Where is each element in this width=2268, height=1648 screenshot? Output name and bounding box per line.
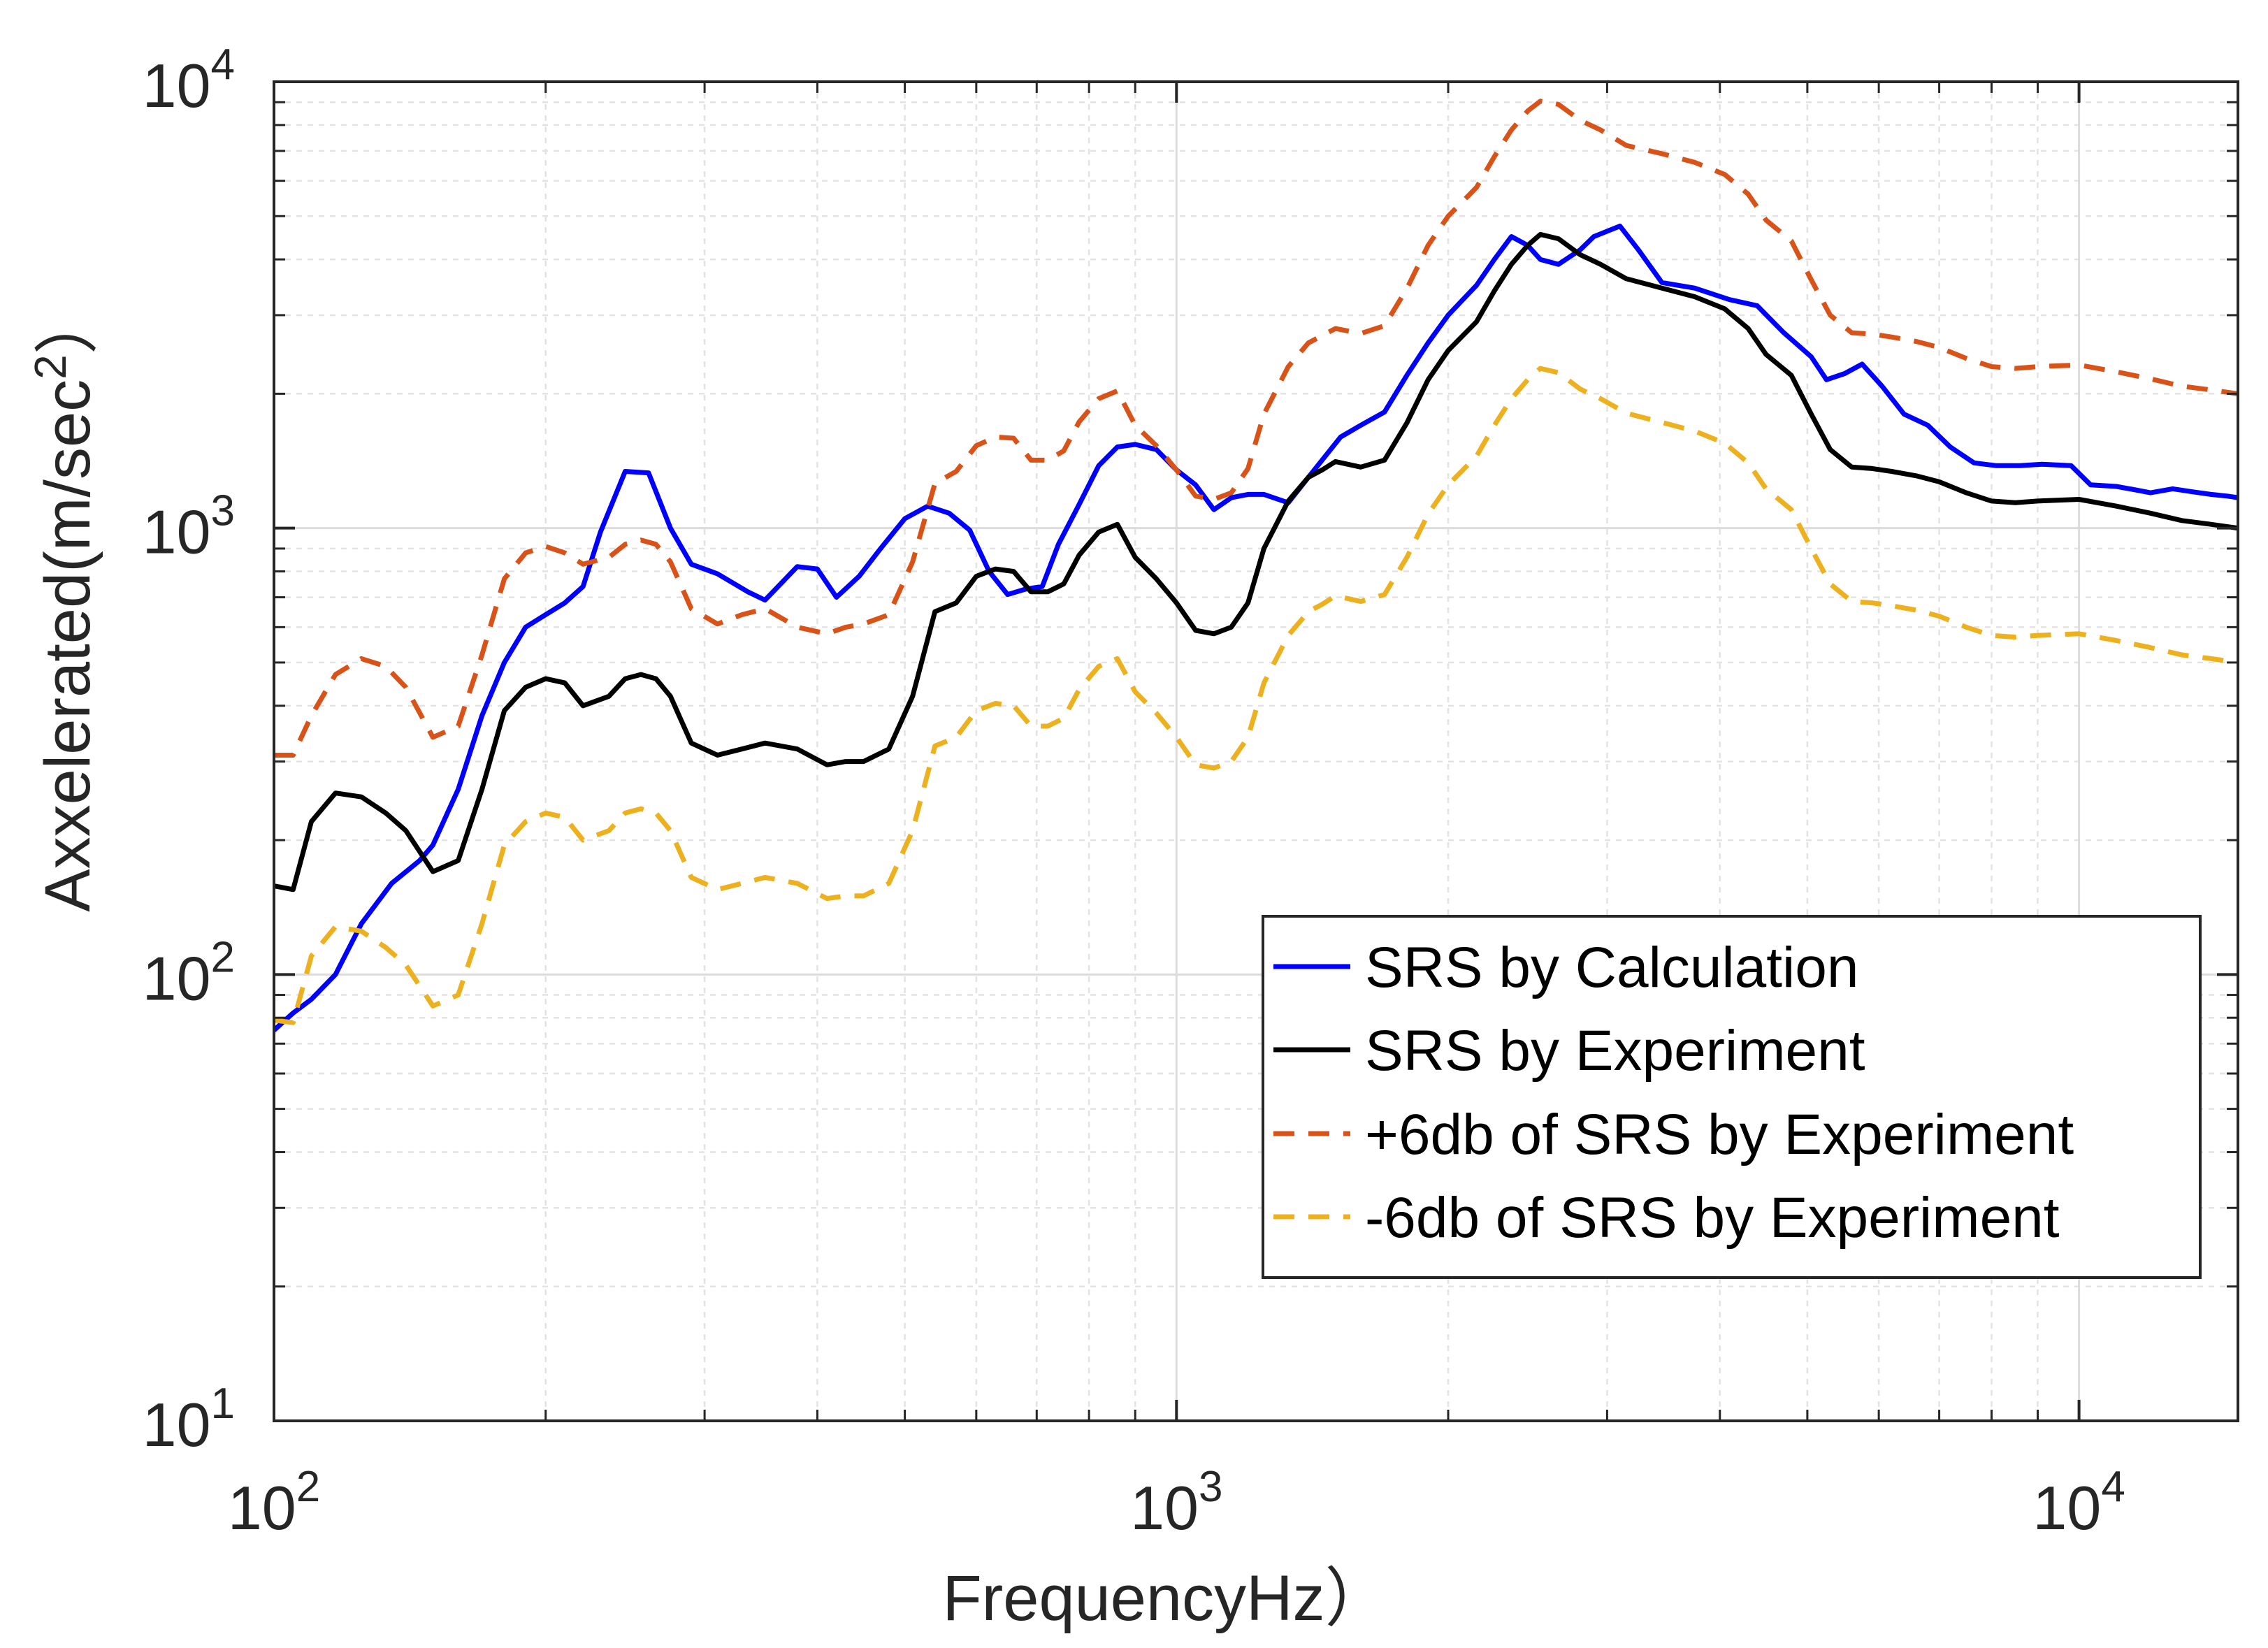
series-line-3 <box>274 99 2238 758</box>
legend-label-2: SRS by Experiment <box>1365 1019 1865 1083</box>
legend-box <box>1262 915 2202 1279</box>
y-axis-title-main: Axxelerated(m/sec <box>32 380 103 912</box>
y-tick-label-exponent: 3 <box>211 487 235 535</box>
y-tick-label-base: 10 <box>143 51 211 120</box>
series-line-2 <box>274 231 2238 892</box>
x-tick-label: 102 <box>228 1463 320 1542</box>
x-tick-label-base: 10 <box>228 1473 296 1542</box>
y-axis-title: Axxelerated(m/sec2） <box>25 290 103 911</box>
x-tick-label-exponent: 4 <box>2101 1463 2125 1511</box>
y-tick-label-base: 10 <box>143 944 211 1013</box>
y-tick-label: 104 <box>143 41 235 120</box>
legend-label-1: SRS by Calculation <box>1365 936 1858 999</box>
series-layer <box>274 99 2238 1032</box>
x-tick-label: 104 <box>2032 1463 2125 1542</box>
y-axis-title-tail: ） <box>32 290 103 354</box>
y-tick-label: 101 <box>143 1380 235 1459</box>
series-line-1 <box>274 224 2238 1032</box>
y-tick-label-exponent: 4 <box>211 41 235 89</box>
legend-label-4: -6db of SRS by Experiment <box>1365 1186 2060 1250</box>
x-tick-label-exponent: 2 <box>296 1463 320 1511</box>
plot-frame <box>273 80 2239 1422</box>
x-axis-title: FrequencyHz） <box>942 1563 1389 1634</box>
x-tick-label: 103 <box>1130 1463 1222 1542</box>
y-tick-label-base: 10 <box>143 498 211 567</box>
y-axis-title-superscript: 2 <box>25 354 75 380</box>
y-tick-label-exponent: 1 <box>211 1380 235 1428</box>
y-tick-label-base: 10 <box>143 1390 211 1459</box>
y-tick-label: 103 <box>143 487 235 567</box>
y-tick-label-exponent: 2 <box>211 933 235 981</box>
tick-marks <box>273 80 2238 1422</box>
x-tick-label-base: 10 <box>2032 1473 2101 1542</box>
x-tick-label-base: 10 <box>1130 1473 1199 1542</box>
legend: SRS by Calculation SRS by Experiment +6db … <box>1262 915 2202 1279</box>
series-line-4 <box>274 366 2238 1025</box>
y-tick-label: 102 <box>143 933 235 1013</box>
x-tick-label-exponent: 3 <box>1199 1463 1222 1511</box>
legend-label-3: +6db of SRS by Experiment <box>1365 1103 2074 1166</box>
